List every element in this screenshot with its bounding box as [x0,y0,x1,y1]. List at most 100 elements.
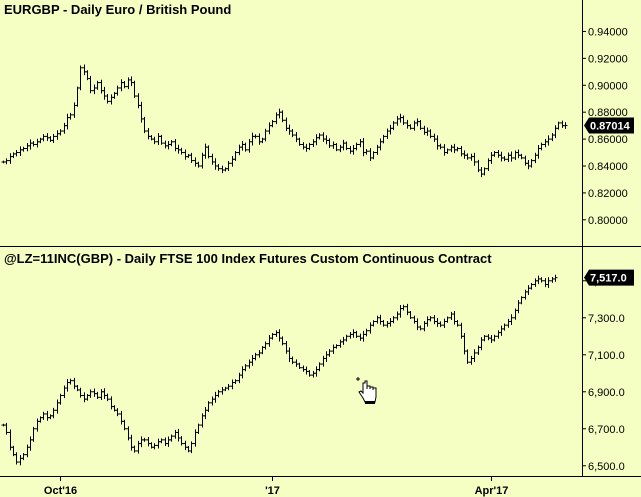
ohlc-bar [428,129,433,139]
ohlc-bar [253,352,258,361]
y-tick-label: 0.92000 [588,53,628,65]
ohlc-bar [465,349,470,364]
ohlc-bar [243,142,248,152]
ohlc-bar [142,437,147,442]
ohlc-bar [307,142,312,151]
ohlc-bar [553,274,558,282]
ohlc-bar [455,146,460,152]
ohlc-bar [226,384,231,391]
ohlc-bar [179,147,184,155]
ohlc-bar [196,423,201,434]
ohlc-bar [31,141,36,147]
ohlc-bar [371,151,376,160]
panel-ftse[interactable]: @LZ=11INC(GBP) - Daily FTSE 100 Index Fu… [1,251,635,473]
ohlc-bar [21,452,26,461]
ohlc-bar [492,150,497,157]
ohlc-bar [418,120,423,130]
ohlc-bar [115,85,120,96]
ohlc-bar [482,335,487,342]
ohlc-bar [270,120,275,128]
ohlc-bar [509,314,514,326]
ohlc-bar [364,149,369,155]
y-tick-label: 0.82000 [588,188,628,200]
ohlc-bar [263,128,268,142]
y-tick-label: 6,700.0 [588,424,625,436]
ohlc-bar [381,134,386,144]
ohlc-bar [152,136,157,145]
x-tick-label: Oct'16 [44,485,77,497]
ohlc-bar [196,161,201,168]
time-axis: Oct'16 '17 Apr'17 [44,476,508,497]
ohlc-bar [546,277,551,289]
ohlc-bar [142,116,147,134]
ohlc-bar [492,334,497,342]
ohlc-bar [280,110,285,123]
ohlc-bar [307,369,312,377]
ohlc-bar [546,135,551,146]
ohlc-bar [263,341,268,350]
ohlc-bar [122,419,127,431]
ohlc-bar [563,122,568,129]
ohlc-bar [132,80,137,98]
ohlc-bar [78,387,83,398]
ohlc-bar [169,434,174,442]
hand-cursor-icon [356,377,377,404]
ohlc-bar [418,325,423,331]
ohlc-bar [78,65,83,91]
last-price-marker [584,117,634,134]
panel-eurgbp-bars [1,64,568,178]
last-price-label: 7,517.0 [590,273,627,285]
ohlc-bar [428,316,433,322]
last-price-label: 0.87014 [590,120,631,132]
x-tick-label: '17 [265,485,280,497]
ohlc-bar [105,93,110,104]
panel-eurgbp-title: EURGBP - Daily Euro / British Pound [4,2,231,17]
ohlc-bar [51,133,56,143]
ohlc-bar [14,452,19,465]
ohlc-bar [344,334,349,342]
ohlc-bar [364,328,369,337]
ohlc-bar [132,445,137,453]
ohlc-bar [21,146,26,152]
ohlc-bar [4,422,9,435]
ohlc-bar [115,408,120,417]
ohlc-bar [401,115,406,126]
y-tick-label: 6,900.0 [588,387,625,399]
ohlc-bar [233,379,238,385]
ohlc-bar [354,142,359,151]
ohlc-bar [179,436,184,446]
ohlc-bar [344,141,349,151]
ohlc-bar [88,389,93,398]
ohlc-bar [465,153,470,160]
ohlc-bar [408,124,413,130]
ohlc-bar [502,156,507,162]
y-tick-label: 0.84000 [588,161,628,173]
ohlc-bar [270,332,275,340]
ohlc-bar [297,137,302,146]
ohlc-bar [327,349,332,357]
ohlc-bar [58,393,63,405]
ohlc-bar [189,441,194,454]
panel-eurgbp[interactable]: EURGBP - Daily Euro / British Pound 0.94… [1,2,635,227]
ohlc-bar [189,152,194,163]
ohlc-bar [216,163,221,171]
ohlc-bar [391,316,396,324]
ohlc-bar [445,148,450,154]
ohlc-bar [159,438,164,444]
ohlc-bar [334,143,339,152]
ohlc-bar [41,411,46,420]
ohlc-bar [4,158,9,165]
ohlc-bar [253,134,258,139]
y-tick-label: 0.90000 [588,80,628,92]
ohlc-bar [122,81,127,89]
ohlc-bar [68,378,73,385]
y-tick-label: 0.80000 [588,215,628,227]
ohlc-bar [529,283,534,290]
ohlc-bar [438,143,443,150]
ohlc-bar [529,159,534,168]
ohlc-bar [381,320,386,327]
panel-eurgbp-last-price: 0.87014 [584,117,634,134]
ohlc-bar [502,323,507,331]
ohlc-bar [317,133,322,140]
